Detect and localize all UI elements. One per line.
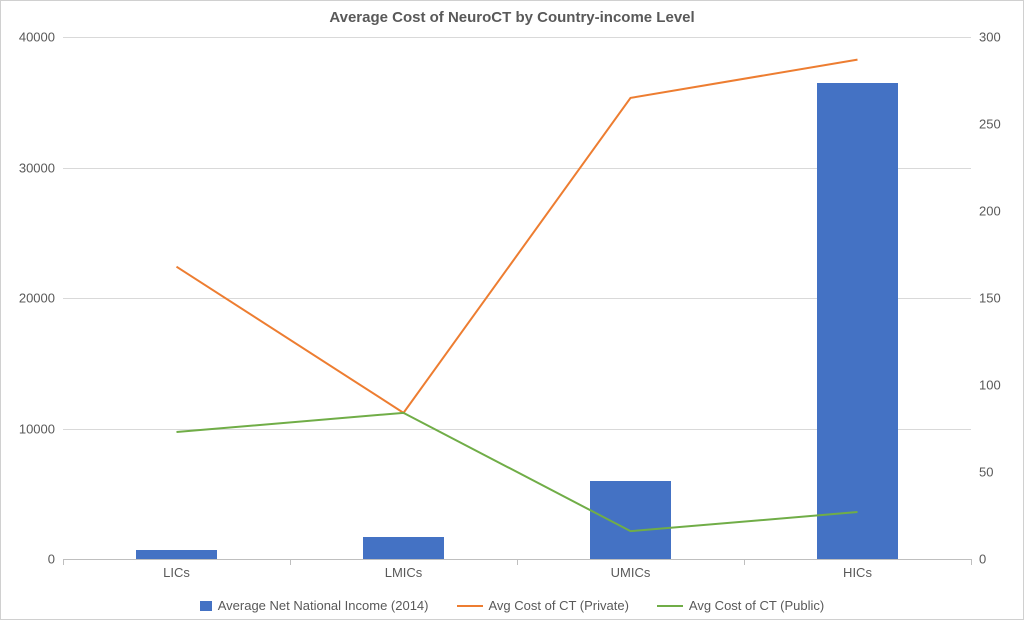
y-tick-left: 20000 bbox=[19, 291, 63, 306]
legend-item-bars: Average Net National Income (2014) bbox=[200, 598, 429, 613]
x-tick-mark bbox=[517, 559, 518, 565]
x-tick-mark bbox=[744, 559, 745, 565]
legend-label: Avg Cost of CT (Public) bbox=[689, 598, 824, 613]
y-tick-right: 150 bbox=[971, 291, 1001, 306]
y-tick-left: 40000 bbox=[19, 30, 63, 45]
legend-label: Avg Cost of CT (Private) bbox=[489, 598, 629, 613]
y-tick-left: 30000 bbox=[19, 160, 63, 175]
series-line bbox=[177, 413, 858, 531]
chart-title: Average Cost of NeuroCT by Country-incom… bbox=[1, 9, 1023, 26]
legend-label: Average Net National Income (2014) bbox=[218, 598, 429, 613]
series-line bbox=[177, 60, 858, 413]
lines-layer bbox=[63, 37, 971, 559]
y-tick-left: 0 bbox=[48, 552, 63, 567]
plot-area: 010000200003000040000050100150200250300L… bbox=[63, 37, 971, 559]
y-tick-left: 10000 bbox=[19, 421, 63, 436]
legend: Average Net National Income (2014) Avg Co… bbox=[1, 598, 1023, 613]
legend-item-private: Avg Cost of CT (Private) bbox=[457, 598, 629, 613]
x-tick-mark bbox=[290, 559, 291, 565]
y-tick-right: 200 bbox=[971, 204, 1001, 219]
y-tick-right: 50 bbox=[971, 465, 993, 480]
x-category-label: UMICs bbox=[611, 559, 651, 580]
legend-swatch-bar-icon bbox=[200, 601, 212, 611]
y-tick-right: 250 bbox=[971, 117, 1001, 132]
x-category-label: LMICs bbox=[385, 559, 423, 580]
legend-item-public: Avg Cost of CT (Public) bbox=[657, 598, 824, 613]
x-tick-mark bbox=[63, 559, 64, 565]
x-category-label: LICs bbox=[163, 559, 190, 580]
x-tick-mark bbox=[971, 559, 972, 565]
x-category-label: HICs bbox=[843, 559, 872, 580]
legend-swatch-line-icon bbox=[657, 605, 683, 607]
y-tick-right: 100 bbox=[971, 378, 1001, 393]
y-tick-right: 300 bbox=[971, 30, 1001, 45]
chart-container: Average Cost of NeuroCT by Country-incom… bbox=[0, 0, 1024, 620]
legend-swatch-line-icon bbox=[457, 605, 483, 607]
y-tick-right: 0 bbox=[971, 552, 986, 567]
